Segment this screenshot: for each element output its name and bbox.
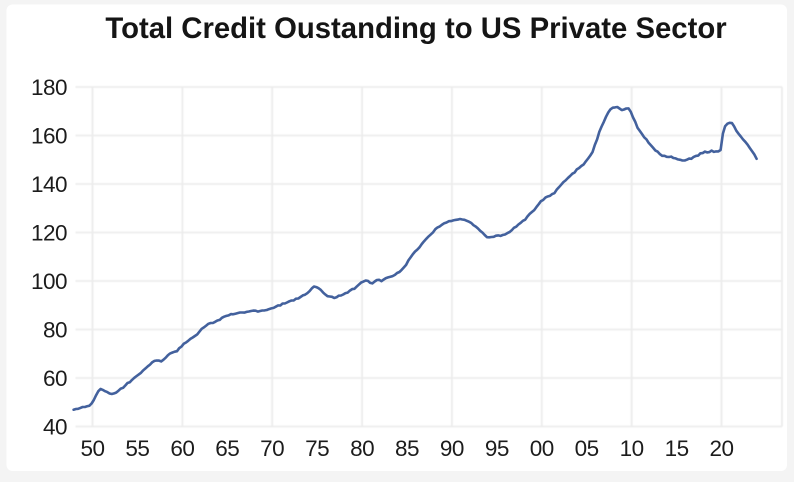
svg-text:70: 70	[260, 436, 284, 461]
svg-text:15: 15	[665, 436, 689, 461]
svg-text:140: 140	[31, 172, 67, 197]
svg-text:05: 05	[575, 436, 599, 461]
svg-text:95: 95	[485, 436, 509, 461]
svg-text:20: 20	[709, 436, 733, 461]
svg-text:50: 50	[80, 436, 104, 461]
svg-text:60: 60	[170, 436, 194, 461]
svg-text:55: 55	[125, 436, 149, 461]
svg-text:85: 85	[395, 436, 419, 461]
svg-text:10: 10	[620, 436, 644, 461]
svg-text:75: 75	[305, 436, 329, 461]
svg-text:00: 00	[530, 436, 554, 461]
svg-text:Total Credit Oustanding to US: Total Credit Oustanding to US Private Se…	[105, 12, 726, 45]
svg-text:100: 100	[31, 269, 67, 294]
svg-text:160: 160	[31, 124, 67, 149]
svg-text:40: 40	[43, 415, 67, 440]
svg-text:60: 60	[43, 366, 67, 391]
svg-text:65: 65	[215, 436, 239, 461]
svg-text:120: 120	[31, 221, 67, 246]
svg-text:180: 180	[31, 75, 67, 100]
svg-text:80: 80	[43, 318, 67, 343]
svg-text:80: 80	[350, 436, 374, 461]
svg-text:90: 90	[440, 436, 464, 461]
